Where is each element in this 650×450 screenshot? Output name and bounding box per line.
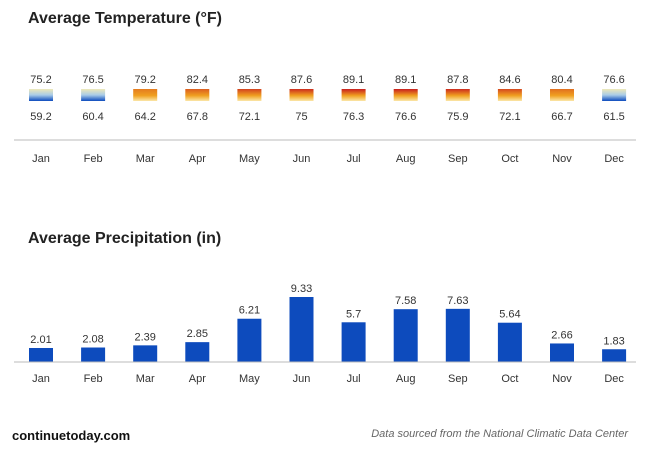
month-label: Aug [396,373,416,385]
low-temp-label: 75 [295,111,307,123]
precip-value-label: 5.7 [346,308,361,320]
temperature-chart-title: Average Temperature (°F) [28,10,223,27]
precipitation-chart-title: Average Precipitation (in) [28,230,222,247]
high-temp-label: 80.4 [551,74,572,86]
precip-value-label: 1.83 [603,335,624,347]
precip-bar [29,347,53,362]
temp-range-band [445,89,470,101]
month-label: Sep [448,153,468,165]
high-temp-label: 82.4 [187,74,208,86]
precip-value-label: 5.64 [499,309,520,321]
month-label: Jan [32,153,50,165]
temp-range-band [29,89,53,101]
month-label: Jun [293,373,311,385]
month-label: Nov [552,373,572,385]
temp-range-band [289,89,314,101]
month-label: Apr [189,373,206,385]
high-temp-label: 75.2 [30,74,51,86]
low-temp-label: 75.9 [447,111,468,123]
month-label: Aug [396,153,416,165]
month-label: Oct [501,153,518,165]
site-name: continuetoday.com [12,428,131,443]
month-label: Dec [604,153,624,165]
precip-bar [602,349,627,362]
high-temp-label: 87.6 [291,74,312,86]
data-source-note: Data sourced from the National Climatic … [371,428,628,440]
low-temp-label: 72.1 [239,111,260,123]
precip-value-label: 2.66 [551,329,572,341]
high-temp-label: 89.1 [343,74,364,86]
temp-range-band [497,89,522,101]
low-temp-label: 61.5 [603,111,624,123]
precip-bar [237,318,262,362]
precip-bar [497,322,522,362]
temp-range-band [81,89,106,101]
month-label: Mar [136,373,155,385]
month-label: Apr [189,153,206,165]
low-temp-label: 76.3 [343,111,364,123]
precip-bar [393,309,418,362]
precip-value-label: 7.58 [395,295,416,307]
high-temp-label: 76.5 [82,74,103,86]
precip-value-label: 2.85 [187,328,208,340]
precip-bar [81,347,106,362]
low-temp-label: 67.8 [187,111,208,123]
low-temp-label: 72.1 [499,111,520,123]
precip-value-label: 7.63 [447,295,468,307]
low-temp-label: 66.7 [551,111,572,123]
high-temp-label: 89.1 [395,74,416,86]
temp-range-band [393,89,418,101]
month-label: Jun [293,153,311,165]
low-temp-label: 59.2 [30,111,51,123]
month-label: Feb [84,373,103,385]
precip-value-label: 2.39 [134,331,155,343]
high-temp-label: 76.6 [603,74,624,86]
precip-bar [341,322,366,362]
temp-range-band [341,89,366,101]
precip-value-label: 2.08 [82,334,103,346]
temp-range-band [133,89,158,101]
month-label: May [239,153,260,165]
month-label: Jul [347,373,361,385]
precipitation-chart: 2.01 Jan 2.08 Feb 2.39 Mar 2.85 Apr 6.21 May 9.33 J… [14,283,636,385]
month-label: Jan [32,373,50,385]
precip-value-label: 6.21 [239,305,260,317]
high-temp-label: 79.2 [134,74,155,86]
low-temp-label: 64.2 [134,111,155,123]
month-label: May [239,373,260,385]
temp-range-band [185,89,210,101]
month-label: Jul [347,153,361,165]
precip-bar [185,342,210,362]
high-temp-label: 84.6 [499,74,520,86]
month-label: Dec [604,373,624,385]
low-temp-label: 76.6 [395,111,416,123]
month-label: Sep [448,373,468,385]
temperature-chart: 75.2 59.2 Jan 76.5 60.4 Feb 79.2 64.2 Mar 82.4 67.… [14,74,636,165]
temp-range-band [550,89,574,101]
precip-bar [550,343,574,362]
precip-value-label: 2.01 [30,334,51,346]
low-temp-label: 60.4 [82,111,103,123]
high-temp-label: 87.8 [447,74,468,86]
precip-bar [133,345,158,362]
month-label: Oct [501,373,518,385]
high-temp-label: 85.3 [239,74,260,86]
month-label: Feb [84,153,103,165]
precip-value-label: 9.33 [291,283,312,295]
temp-range-band [237,89,262,101]
precip-bar [445,308,470,362]
month-label: Nov [552,153,572,165]
precip-bar [289,297,314,362]
temp-range-band [602,89,627,101]
month-label: Mar [136,153,155,165]
